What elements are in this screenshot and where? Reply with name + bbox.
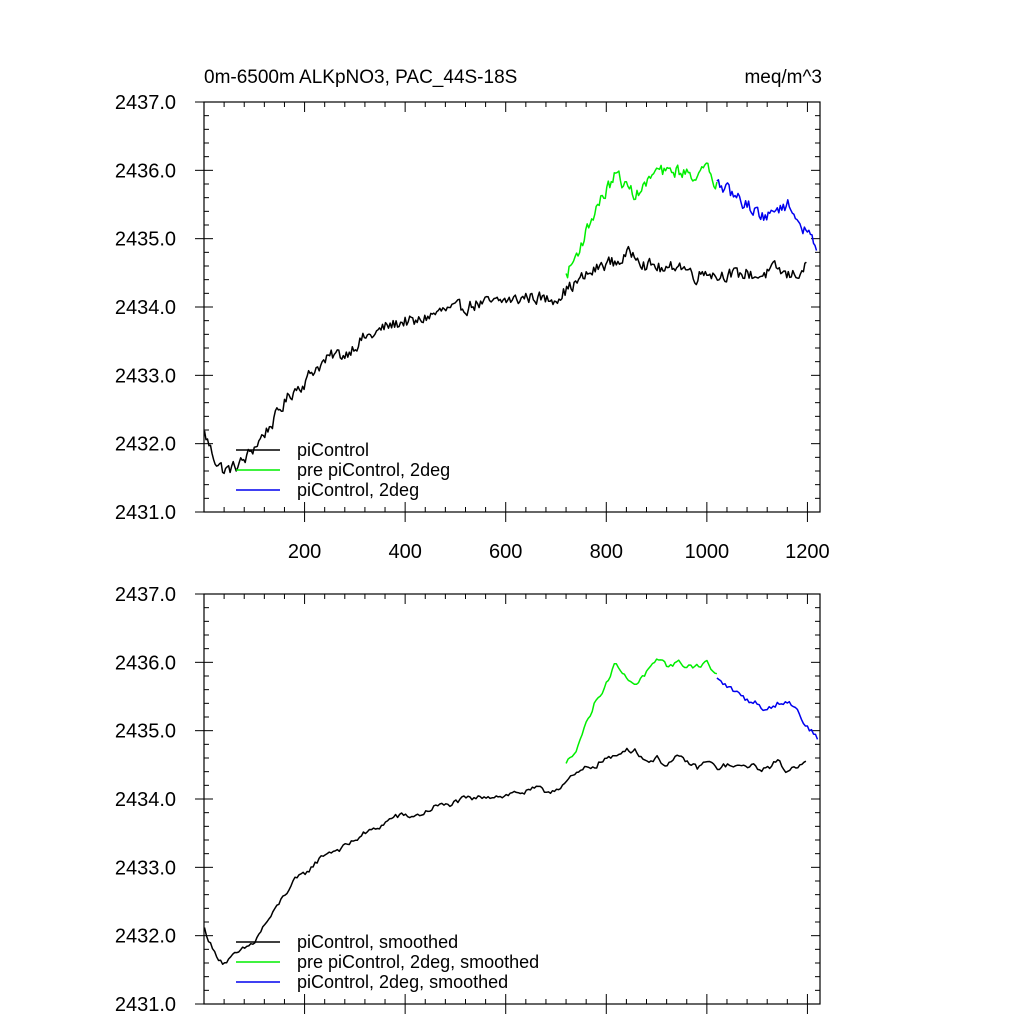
y-tick-label: 2432.0 bbox=[115, 434, 176, 456]
x-tick-label: 200 bbox=[288, 541, 321, 563]
top-panel-tick-labels: 2431.0 2432.0 2433.0 2434.0 2435.0 2436.0 2437… bbox=[115, 92, 830, 563]
y-tick-label: 2431.0 bbox=[115, 502, 176, 524]
top-panel-title: 0m-6500m ALKpNO3, PAC_44S-18S bbox=[204, 67, 517, 88]
bottom-panel-tick-labels: 2431.0 2432.0 2433.0 2434.0 2435.0 2436.0 2437… bbox=[115, 584, 176, 1016]
y-tick-label: 2435.0 bbox=[115, 229, 176, 251]
series-line-3 bbox=[716, 179, 818, 251]
series-line-1 bbox=[203, 747, 807, 965]
y-tick-label: 2433.0 bbox=[115, 857, 176, 879]
y-tick-label: 2436.0 bbox=[115, 160, 176, 182]
bottom-panel-ticks bbox=[195, 593, 820, 1014]
top-panel-ticks bbox=[195, 101, 820, 522]
legend-label-1: piControl, smoothed bbox=[297, 932, 458, 952]
x-tick-label: 400 bbox=[388, 541, 421, 563]
y-tick-label: 2431.0 bbox=[115, 994, 176, 1016]
y-tick-label: 2433.0 bbox=[115, 365, 176, 387]
bottom-panel-frame bbox=[203, 593, 821, 1005]
series-line-1 bbox=[203, 245, 807, 475]
legend-label-3: piControl, 2deg, smoothed bbox=[297, 972, 508, 992]
y-tick-label: 2434.0 bbox=[115, 297, 176, 319]
series-line-3 bbox=[716, 677, 819, 740]
y-tick-label: 2437.0 bbox=[115, 584, 176, 606]
y-tick-label: 2432.0 bbox=[115, 926, 176, 948]
x-tick-label: 600 bbox=[489, 541, 522, 563]
legend-label-1: piControl bbox=[297, 440, 369, 460]
legend-label-2: pre piControl, 2deg, smoothed bbox=[297, 952, 539, 972]
x-tick-label: 800 bbox=[590, 541, 623, 563]
bottom-panel-series bbox=[203, 658, 819, 965]
x-tick-label: 1000 bbox=[685, 541, 730, 563]
series-line-2 bbox=[565, 658, 718, 764]
legend-label-2: pre piControl, 2deg bbox=[297, 460, 450, 480]
y-tick-label: 2435.0 bbox=[115, 721, 176, 743]
bottom-panel: 2431.0 2432.0 2433.0 2434.0 2435.0 2436.0 2437… bbox=[115, 584, 821, 1016]
series-line-2 bbox=[565, 162, 718, 279]
x-tick-label: 1200 bbox=[785, 541, 830, 563]
top-panel-units: meq/m^3 bbox=[744, 67, 822, 88]
y-tick-label: 2436.0 bbox=[115, 652, 176, 674]
legend-label-3: piControl, 2deg bbox=[297, 480, 419, 500]
y-tick-label: 2437.0 bbox=[115, 92, 176, 114]
top-panel: 0m-6500m ALKpNO3, PAC_44S-18S meq/m^3 24… bbox=[115, 67, 830, 563]
top-panel-series bbox=[203, 162, 818, 475]
y-tick-label: 2434.0 bbox=[115, 789, 176, 811]
top-panel-frame bbox=[203, 101, 821, 513]
